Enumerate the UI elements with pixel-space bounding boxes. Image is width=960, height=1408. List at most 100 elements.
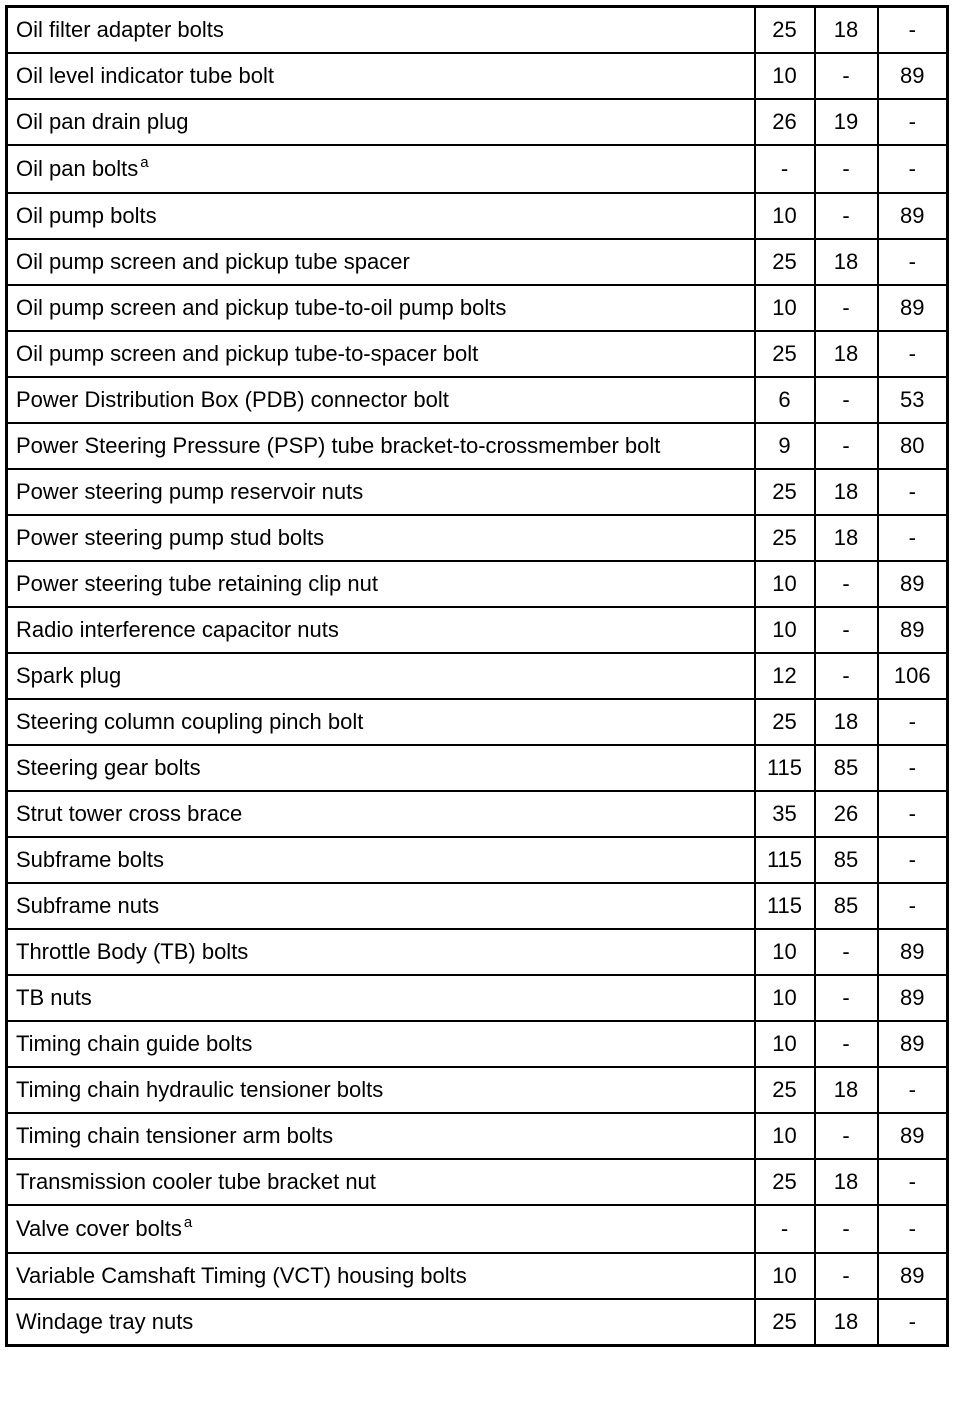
cell-lbin: 80	[876, 422, 949, 470]
table-row: Variable Camshaft Timing (VCT) housing b…	[5, 1252, 949, 1300]
cell-item: Timing chain guide bolts	[5, 1020, 756, 1068]
item-label: Subframe bolts	[16, 847, 164, 872]
cell-nm: 26	[753, 98, 816, 146]
cell-item: Oil pump screen and pickup tube spacer	[5, 238, 756, 286]
cell-item: Spark plug	[5, 652, 756, 700]
item-label: Power Distribution Box (PDB) connector b…	[16, 387, 449, 412]
table-row: Power steering pump stud bolts 25 18-	[5, 514, 949, 562]
cell-nm: 10	[753, 1020, 816, 1068]
cell-item: Oil pump screen and pickup tube-to-oil p…	[5, 284, 756, 332]
table-row: Timing chain guide bolts 10-89	[5, 1020, 949, 1068]
cell-lbin: 89	[876, 606, 949, 654]
cell-lbft: 18	[813, 1066, 879, 1114]
cell-lbin: 89	[876, 1020, 949, 1068]
cell-lbin: -	[876, 790, 949, 838]
item-label: Oil filter adapter bolts	[16, 17, 224, 42]
cell-lbin: -	[876, 882, 949, 930]
cell-lbin: -	[876, 1066, 949, 1114]
cell-lbin: -	[876, 744, 949, 792]
cell-lbin: 89	[876, 192, 949, 240]
cell-lbin: -	[876, 98, 949, 146]
table-row: Strut tower cross brace 35 26-	[5, 790, 949, 838]
table-row: Power Steering Pressure (PSP) tube brack…	[5, 422, 949, 470]
cell-nm: 10	[753, 606, 816, 654]
table-row: Subframe nuts 115 85-	[5, 882, 949, 930]
cell-lbft: -	[813, 192, 879, 240]
cell-lbin: -	[876, 238, 949, 286]
cell-lbft: 19	[813, 98, 879, 146]
table-row: Oil pan drain plug 26 19-	[5, 98, 949, 146]
cell-nm: 115	[753, 744, 816, 792]
table-row: Power steering tube retaining clip nut 10…	[5, 560, 949, 608]
item-label: Steering gear bolts	[16, 755, 201, 780]
cell-lbft: 18	[813, 1158, 879, 1206]
cell-lbft: -	[813, 1204, 879, 1254]
item-label: Transmission cooler tube bracket nut	[16, 1169, 376, 1194]
cell-nm: 25	[753, 468, 816, 516]
item-label: Power steering tube retaining clip nut	[16, 571, 378, 596]
cell-item: Steering gear bolts	[5, 744, 756, 792]
table-row: Oil filter adapter bolts 25 18-	[5, 5, 949, 54]
item-label: Power Steering Pressure (PSP) tube brack…	[16, 433, 661, 458]
cell-lbft: 18	[813, 1298, 879, 1347]
cell-item: Oil level indicator tube bolt	[5, 52, 756, 100]
cell-nm: 10	[753, 1112, 816, 1160]
table-row: Steering gear bolts 115 85-	[5, 744, 949, 792]
table-row: Radio interference capacitor nuts 10-89	[5, 606, 949, 654]
cell-item: Oil pan bolts a	[5, 144, 756, 194]
cell-lbft: 85	[813, 836, 879, 884]
item-label: Power steering pump reservoir nuts	[16, 479, 364, 504]
table-row: Power steering pump reservoir nuts 25 18-	[5, 468, 949, 516]
cell-item: Oil pump screen and pickup tube-to-space…	[5, 330, 756, 378]
cell-item: Steering column coupling pinch bolt	[5, 698, 756, 746]
cell-lbft: 18	[813, 5, 879, 54]
cell-lbft: -	[813, 974, 879, 1022]
item-label: Oil pan drain plug	[16, 109, 189, 134]
cell-nm: -	[753, 144, 816, 194]
cell-lbin: -	[876, 144, 949, 194]
cell-lbft: 18	[813, 330, 879, 378]
cell-item: Subframe bolts	[5, 836, 756, 884]
table-row: Power Distribution Box (PDB) connector b…	[5, 376, 949, 424]
cell-lbin: -	[876, 514, 949, 562]
item-label: Strut tower cross brace	[16, 801, 243, 826]
table-row: Spark plug 12-106	[5, 652, 949, 700]
item-label: Oil pump screen and pickup tube-to-oil p…	[16, 295, 507, 320]
item-label: Oil pump screen and pickup tube spacer	[16, 249, 410, 274]
cell-lbin: -	[876, 836, 949, 884]
cell-nm: 25	[753, 5, 816, 54]
footnote-marker: a	[183, 1214, 193, 1231]
item-label: Oil pump bolts	[16, 203, 157, 228]
item-label: Timing chain tensioner arm bolts	[16, 1123, 334, 1148]
cell-nm: 25	[753, 1158, 816, 1206]
cell-nm: 10	[753, 560, 816, 608]
table-row: Valve cover bolts a - - -	[5, 1204, 949, 1254]
cell-lbin: -	[876, 1158, 949, 1206]
cell-item: Power Steering Pressure (PSP) tube brack…	[5, 422, 756, 470]
footnote-marker: a	[140, 154, 149, 171]
item-label: Oil pump screen and pickup tube-to-space…	[16, 341, 479, 366]
item-label: Windage tray nuts	[16, 1309, 194, 1334]
cell-lbin: -	[876, 698, 949, 746]
cell-lbin: 89	[876, 974, 949, 1022]
item-label: Radio interference capacitor nuts	[16, 617, 339, 642]
cell-nm: 9	[753, 422, 816, 470]
item-label: Timing chain hydraulic tensioner bolts	[16, 1077, 384, 1102]
item-label: Oil level indicator tube bolt	[16, 63, 275, 88]
cell-item: TB nuts	[5, 974, 756, 1022]
cell-nm: 10	[753, 52, 816, 100]
item-label: Steering column coupling pinch bolt	[16, 709, 364, 734]
cell-item: Power steering pump stud bolts	[5, 514, 756, 562]
cell-nm: 10	[753, 284, 816, 332]
cell-item: Power Distribution Box (PDB) connector b…	[5, 376, 756, 424]
cell-lbft: -	[813, 284, 879, 332]
cell-lbin: 89	[876, 284, 949, 332]
cell-lbft: -	[813, 144, 879, 194]
cell-lbin: 89	[876, 560, 949, 608]
cell-lbft: 18	[813, 468, 879, 516]
cell-lbft: 85	[813, 744, 879, 792]
item-label: Subframe nuts	[16, 893, 160, 918]
cell-nm: 115	[753, 882, 816, 930]
table-row: TB nuts 10-89	[5, 974, 949, 1022]
cell-item: Oil pump bolts	[5, 192, 756, 240]
